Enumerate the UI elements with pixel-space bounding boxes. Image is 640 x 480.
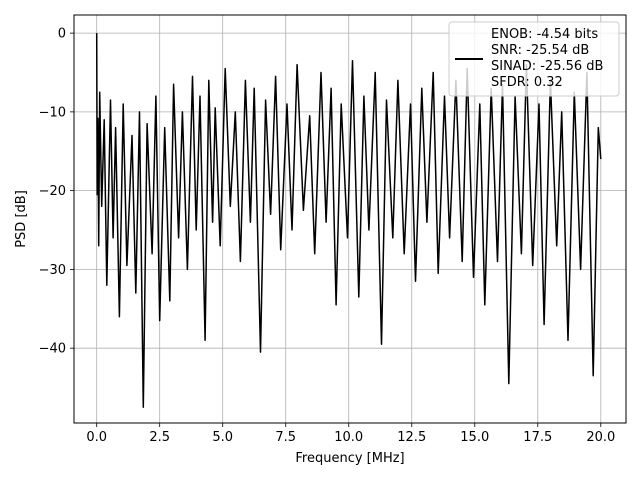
legend: ENOB: -4.54 bits SNR: -25.54 dB SINAD: -… [448, 21, 620, 97]
y-axis: 0 −10 −20 −30 −40 [39, 27, 74, 357]
legend-snr: SNR: -25.54 dB [491, 43, 589, 58]
psd-series-line [95, 33, 602, 408]
x-axis-label: Frequency [MHz] [295, 451, 404, 466]
x-tick-label: 17.5 [523, 430, 552, 445]
x-axis: 0.0 2.5 5.0 7.5 10.0 12.5 15.0 17.5 20.0 [86, 423, 615, 445]
x-tick-label: 0.0 [86, 430, 107, 445]
legend-box [448, 21, 620, 97]
x-tick-label: 2.5 [149, 430, 170, 445]
y-axis-label: PSD [dB] [14, 190, 29, 248]
legend-sfdr: SFDR: 0.32 [491, 75, 563, 90]
y-tick-label: −40 [39, 342, 66, 357]
x-tick-label: 7.5 [275, 430, 296, 445]
x-tick-label: 12.5 [397, 430, 426, 445]
y-tick-label: −20 [39, 184, 66, 199]
legend-enob: ENOB: -4.54 bits [491, 27, 598, 42]
x-tick-label: 20.0 [586, 430, 615, 445]
y-tick-label: 0 [58, 27, 66, 42]
legend-sinad: SINAD: -25.56 dB [491, 59, 603, 74]
x-tick-label: 15.0 [460, 430, 489, 445]
plot-frame [73, 14, 627, 424]
y-tick-label: −30 [39, 263, 66, 278]
x-tick-label: 10.0 [334, 430, 363, 445]
y-tick-label: −10 [39, 105, 66, 120]
x-tick-label: 5.0 [212, 430, 233, 445]
series-layer [95, 33, 602, 408]
